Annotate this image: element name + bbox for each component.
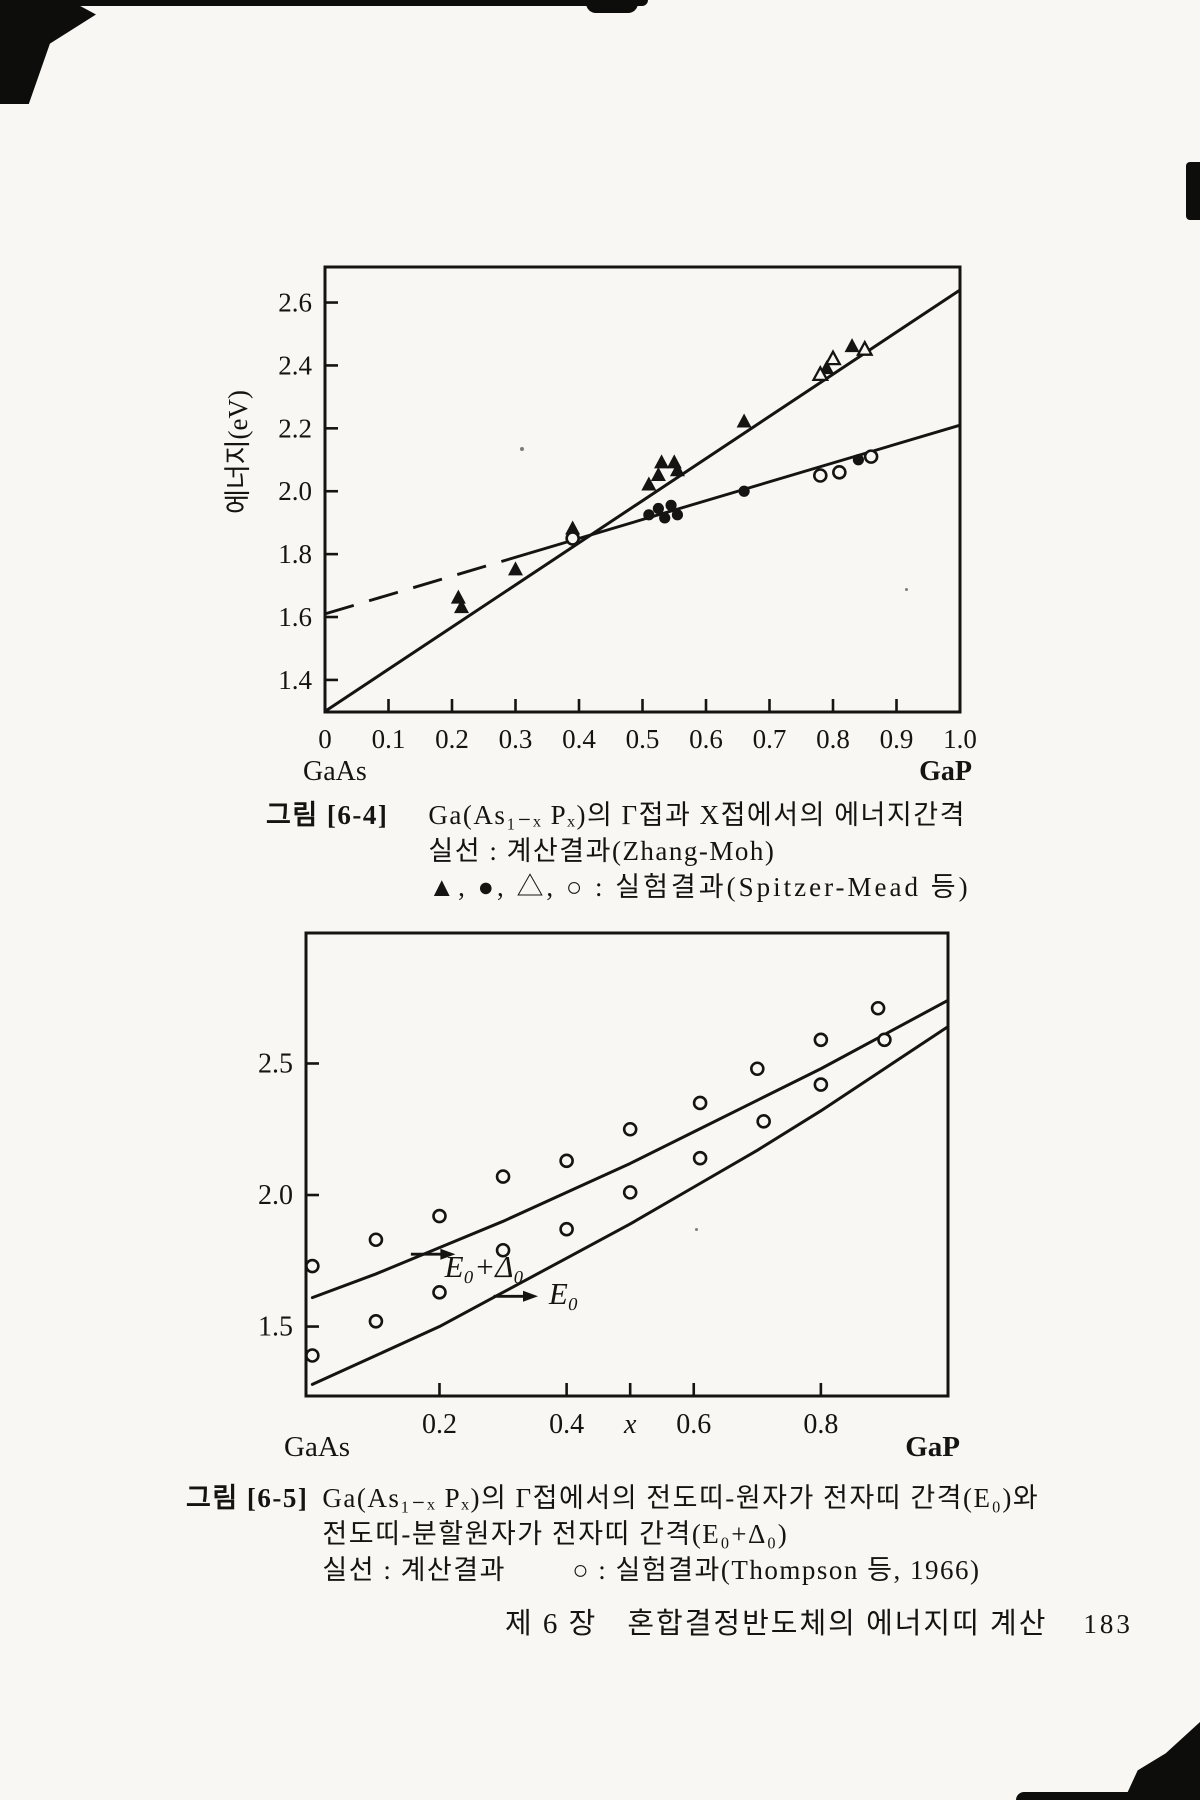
- figure-6-4-caption-line1: Ga(As₁₋ₓ Pₓ)의 Γ접과 X접에서의 에너지간격: [428, 800, 966, 830]
- scan-artifact-top-streak: [0, 0, 648, 6]
- scan-artifact-top-left-blob: [0, 0, 96, 104]
- svg-text:0.2: 0.2: [422, 1409, 457, 1440]
- svg-text:2.0: 2.0: [258, 1180, 293, 1211]
- footer-page-number: 183: [1083, 1609, 1133, 1639]
- series-line-1: [310, 1025, 950, 1386]
- svg-text:0.5: 0.5: [626, 724, 660, 754]
- scan-artifact-top-notch: [586, 0, 638, 13]
- series-line-0: [323, 288, 962, 713]
- x-corner-label-left: GaAs: [303, 756, 367, 787]
- plot-frame: [323, 265, 962, 714]
- svg-text:0.9: 0.9: [880, 724, 914, 754]
- svg-text:0.8: 0.8: [816, 724, 850, 754]
- figure-6-5-caption-tag: 그림 [6-5]: [186, 1483, 309, 1513]
- series-filled-circle-3: [643, 454, 865, 524]
- axis-tick-labels: 0 0.1 0.2 0.3 0.4 0.5 0.6 0.7 0.8 0.9 1.0 1.4 1.6 1.8…: [223, 288, 977, 787]
- svg-text:0.4: 0.4: [562, 724, 596, 754]
- x-corner-label-right: GaP: [919, 756, 972, 787]
- annotation-0: E₀+Δ₀: [410, 1248, 525, 1284]
- annotation-1: E₀: [493, 1276, 579, 1311]
- svg-text:x: x: [623, 1409, 637, 1440]
- figure-6-5-caption-line1: Ga(As₁₋ₓ Pₓ)의 Γ접에서의 전도띠-원자가 전자띠 간격(E₀)와: [322, 1483, 1040, 1513]
- svg-text:0.6: 0.6: [689, 724, 723, 754]
- x-corner-label-right: GaP: [905, 1431, 960, 1463]
- annotation-label: E₀+Δ₀: [444, 1249, 525, 1284]
- annotation-label: E₀: [548, 1276, 579, 1311]
- series-open-circle-5: [565, 449, 879, 546]
- series-open-circle-3: [305, 1032, 892, 1363]
- figure-6-4-chart: 0 0.1 0.2 0.3 0.4 0.5 0.6 0.7 0.8 0.9 1.0 1.4 1.6 1.8…: [223, 265, 977, 787]
- figure-6-5-caption-line2: 전도띠-분할원자가 전자띠 간격(E₀+Δ₀): [322, 1519, 789, 1549]
- svg-text:0.8: 0.8: [803, 1409, 838, 1440]
- series-filled-triangle-2: [450, 338, 860, 614]
- svg-text:2.0: 2.0: [278, 476, 312, 506]
- series-open-circle-2: [305, 1000, 886, 1274]
- svg-text:1.0: 1.0: [943, 724, 977, 754]
- svg-text:2.6: 2.6: [278, 288, 312, 318]
- svg-text:1.5: 1.5: [258, 1312, 293, 1343]
- svg-text:0.1: 0.1: [372, 724, 406, 754]
- scan-speck: [520, 447, 524, 451]
- svg-text:1.8: 1.8: [278, 539, 312, 569]
- scan-speck: [695, 1228, 698, 1231]
- figure-6-4-caption-tag: 그림 [6-4]: [266, 800, 389, 830]
- svg-text:1.4: 1.4: [278, 665, 312, 695]
- axis-tick-labels: 0.2 0.4 x 0.6 0.8 1.5 2.0 2.5 GaAs GaP: [258, 1048, 960, 1463]
- series-open-triangle-4: [811, 339, 874, 382]
- svg-text:0.2: 0.2: [435, 724, 469, 754]
- svg-text:0: 0: [318, 724, 332, 754]
- x-corner-label-left: GaAs: [284, 1431, 350, 1463]
- svg-text:0.6: 0.6: [676, 1409, 711, 1440]
- svg-text:2.5: 2.5: [258, 1048, 293, 1079]
- footer-chapter: 제 6 장: [505, 1608, 598, 1640]
- scan-artifact-right-mark: [1186, 162, 1200, 220]
- svg-text:0.7: 0.7: [753, 724, 787, 754]
- figure-6-4-caption-legend: ▲, ●, △, ○ : 실험결과(Spitzer-Mead 등): [428, 872, 971, 902]
- svg-text:0.4: 0.4: [549, 1409, 584, 1440]
- svg-text:1.6: 1.6: [278, 602, 312, 632]
- y-axis-title: 에너지(eV): [223, 390, 253, 514]
- plot-frame: [304, 931, 950, 1398]
- svg-text:2.2: 2.2: [278, 413, 312, 443]
- figure-6-5-chart: 0.2 0.4 x 0.6 0.8 1.5 2.0 2.5 GaAs GaP E₀+Δ₀ E₀: [258, 931, 960, 1463]
- figure-6-5-caption: 그림 [6-5] Ga(As₁₋ₓ Pₓ)의 Γ접에서의 전도띠-원자가 전자띠…: [186, 1480, 1039, 1588]
- page-footer: 제 6 장 혼합결정반도체의 에너지띠 계산 183: [505, 1600, 1133, 1642]
- svg-text:0.3: 0.3: [499, 724, 533, 754]
- figure-6-4-caption: 그림 [6-4] Ga(As₁₋ₓ Pₓ)의 Γ접과 X접에서의 에너지간격 실…: [266, 797, 971, 905]
- figure-6-5-caption-legend: 실선 : 계산결과 ○ : 실험결과(Thompson 등, 1966): [322, 1555, 981, 1585]
- scan-artifact-bottom-right-blob: [1124, 1722, 1200, 1800]
- svg-text:2.4: 2.4: [278, 350, 312, 380]
- scan-artifact-bottom-streak: [1016, 1792, 1200, 1800]
- figure-6-4-caption-line2: 실선 : 계산결과(Zhang-Moh): [428, 836, 776, 866]
- scan-speck: [905, 588, 908, 591]
- series-line-0: [310, 998, 950, 1300]
- footer-title: 혼합결정반도체의 에너지띠 계산: [627, 1608, 1048, 1640]
